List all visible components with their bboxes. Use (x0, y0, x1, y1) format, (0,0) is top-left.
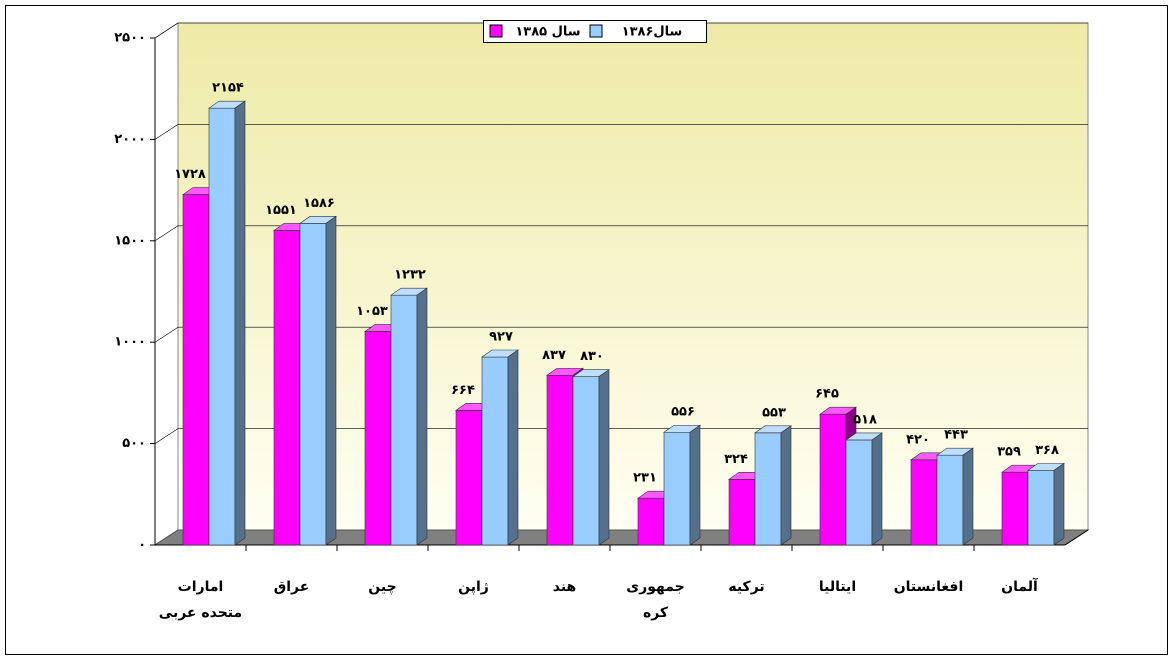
bar-front (1001, 471, 1029, 546)
data-label: ۸۳۷ (542, 348, 566, 363)
bar-side (598, 369, 610, 546)
bar-front (481, 356, 509, 546)
data-label: ۱۲۳۲ (394, 268, 426, 283)
grid-line (154, 326, 179, 343)
bar-front (299, 223, 327, 546)
bar-front (1027, 470, 1055, 546)
bar (1027, 462, 1065, 546)
y-tick-label: ۱۰۰۰ (114, 335, 146, 350)
bar-front (546, 374, 574, 546)
bar-front (273, 230, 301, 546)
x-tick-label: ترکیه (728, 579, 765, 595)
bar (845, 432, 883, 546)
bar (936, 447, 974, 546)
data-label: ۵۵۶ (671, 405, 695, 420)
bar (754, 425, 792, 546)
data-label: ۳۵۹ (997, 445, 1021, 460)
data-label: ۶۶۴ (451, 383, 475, 398)
x-tick-label: عراق (273, 579, 310, 595)
bar (481, 349, 519, 546)
data-label: ۳۶۸ (1035, 443, 1059, 458)
bar (572, 369, 610, 546)
bar-side (962, 447, 974, 546)
x-tick-label: ژاپن (458, 579, 489, 595)
bar-front (910, 459, 938, 546)
bar-front (390, 294, 418, 546)
side-wall (154, 22, 179, 546)
data-label: ۱۵۵۱ (265, 203, 297, 218)
x-tick-label: امارات متحده عربی (158, 579, 243, 621)
bar-front (754, 432, 782, 546)
data-label: ۹۲۷ (489, 330, 513, 345)
data-label: ۱۵۸۶ (303, 196, 335, 211)
bar-front (364, 331, 392, 546)
floor-edge (1064, 529, 1089, 546)
bar-front (819, 413, 847, 546)
x-tick-label: هند (552, 579, 577, 595)
bar-side (871, 432, 883, 546)
bar-side (325, 215, 337, 546)
bar-side (507, 349, 519, 546)
y-tick-label: ۲۰۰۰ (114, 132, 146, 147)
bar-side (416, 287, 428, 546)
legend-swatch (589, 24, 603, 38)
grid-line (154, 22, 179, 39)
bar-front (663, 431, 691, 546)
legend-label: سال ۱۳۸۵ (515, 25, 580, 40)
bar-front (936, 454, 964, 546)
data-label: ۵۵۳ (762, 405, 786, 420)
y-tick-label: ۱۵۰۰ (114, 233, 146, 248)
x-tick-label: ایتالیا (818, 579, 857, 595)
y-tick-label: ۵۰۰ (122, 436, 146, 451)
data-label: ۲۳۱ (633, 471, 657, 486)
bar-side (780, 425, 792, 546)
grid-line (154, 225, 179, 242)
y-tick-label: ۲۵۰۰ (114, 31, 146, 46)
data-label: ۵۱۸ (853, 412, 877, 427)
legend-swatch (489, 24, 503, 38)
bar (299, 215, 337, 546)
bar-front (208, 107, 236, 546)
bar (390, 287, 428, 546)
data-label: ۲۱۵۴ (212, 81, 244, 96)
bar-side (1053, 462, 1065, 546)
bar-front (455, 410, 483, 546)
x-tick-label: آلمان (1001, 579, 1038, 595)
bar (663, 424, 701, 546)
bar-front (182, 194, 210, 546)
data-label: ۴۲۰ (906, 432, 930, 447)
legend-label: سال۱۳۸۶ (622, 25, 683, 40)
grid-line (154, 124, 179, 140)
bar-side (689, 424, 701, 546)
bar (208, 100, 246, 546)
bar-front (728, 478, 756, 546)
bar-side (234, 100, 246, 546)
x-tick-label: افغانستان (893, 579, 964, 595)
bar-front (845, 439, 873, 546)
grid-line (154, 428, 179, 444)
x-tick-label: چین (368, 579, 397, 595)
y-tick-label: ۰ (138, 538, 146, 553)
bar-front (637, 497, 665, 546)
data-label: ۴۴۳ (944, 428, 968, 443)
x-tick-label: جمهوری کره (626, 579, 685, 621)
data-label: ۳۲۴ (724, 452, 748, 467)
data-label: ۱۰۵۳ (356, 304, 388, 319)
data-label: ۸۳۰ (580, 349, 604, 364)
bar-front (572, 376, 600, 546)
data-label: ۱۷۲۸ (174, 167, 206, 182)
data-label: ۶۴۵ (815, 387, 839, 402)
